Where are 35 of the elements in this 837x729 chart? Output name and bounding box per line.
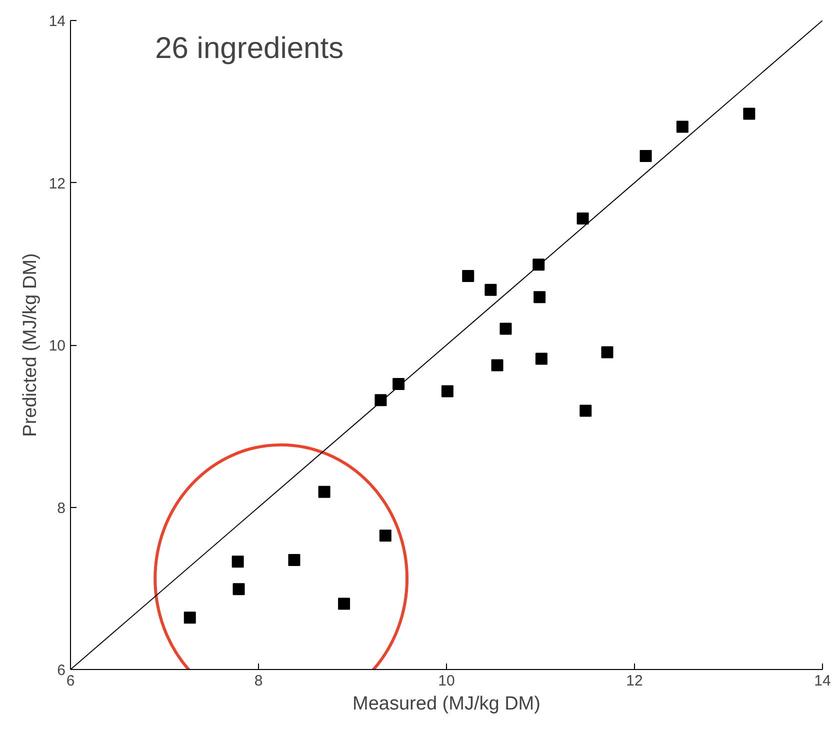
point	[484, 284, 497, 296]
point	[535, 352, 548, 365]
y-tick-label: 14	[48, 13, 66, 30]
y-tick-label: 8	[57, 500, 66, 517]
y-axis-title: Predicted (MJ/kg DM)	[20, 253, 41, 437]
x-axis-title: Measured (MJ/kg DM)	[352, 694, 540, 714]
point	[462, 270, 474, 282]
x-tick-label: 14	[814, 672, 831, 690]
point	[441, 385, 454, 398]
point	[491, 359, 504, 372]
point	[379, 530, 392, 542]
point	[500, 322, 512, 335]
point	[392, 378, 405, 390]
y-tick-label: 10	[48, 338, 66, 354]
point	[184, 612, 196, 624]
point	[580, 404, 592, 417]
point	[374, 394, 387, 406]
point	[534, 291, 546, 304]
point	[676, 120, 688, 133]
y-tick-label: 6	[57, 662, 66, 679]
point	[288, 554, 300, 566]
x-tick-label: 10	[438, 672, 455, 690]
point	[532, 258, 545, 271]
point	[640, 150, 652, 162]
point	[232, 583, 245, 596]
point	[232, 556, 244, 568]
point	[318, 486, 330, 498]
point	[743, 108, 756, 120]
point	[601, 346, 614, 358]
point	[576, 212, 589, 224]
x-tick-label: 12	[626, 672, 643, 690]
point	[338, 598, 350, 610]
x-tick-label: 8	[254, 672, 263, 690]
y-tick-label: 12	[48, 175, 66, 192]
annotation: 26 ingredients	[155, 32, 344, 66]
